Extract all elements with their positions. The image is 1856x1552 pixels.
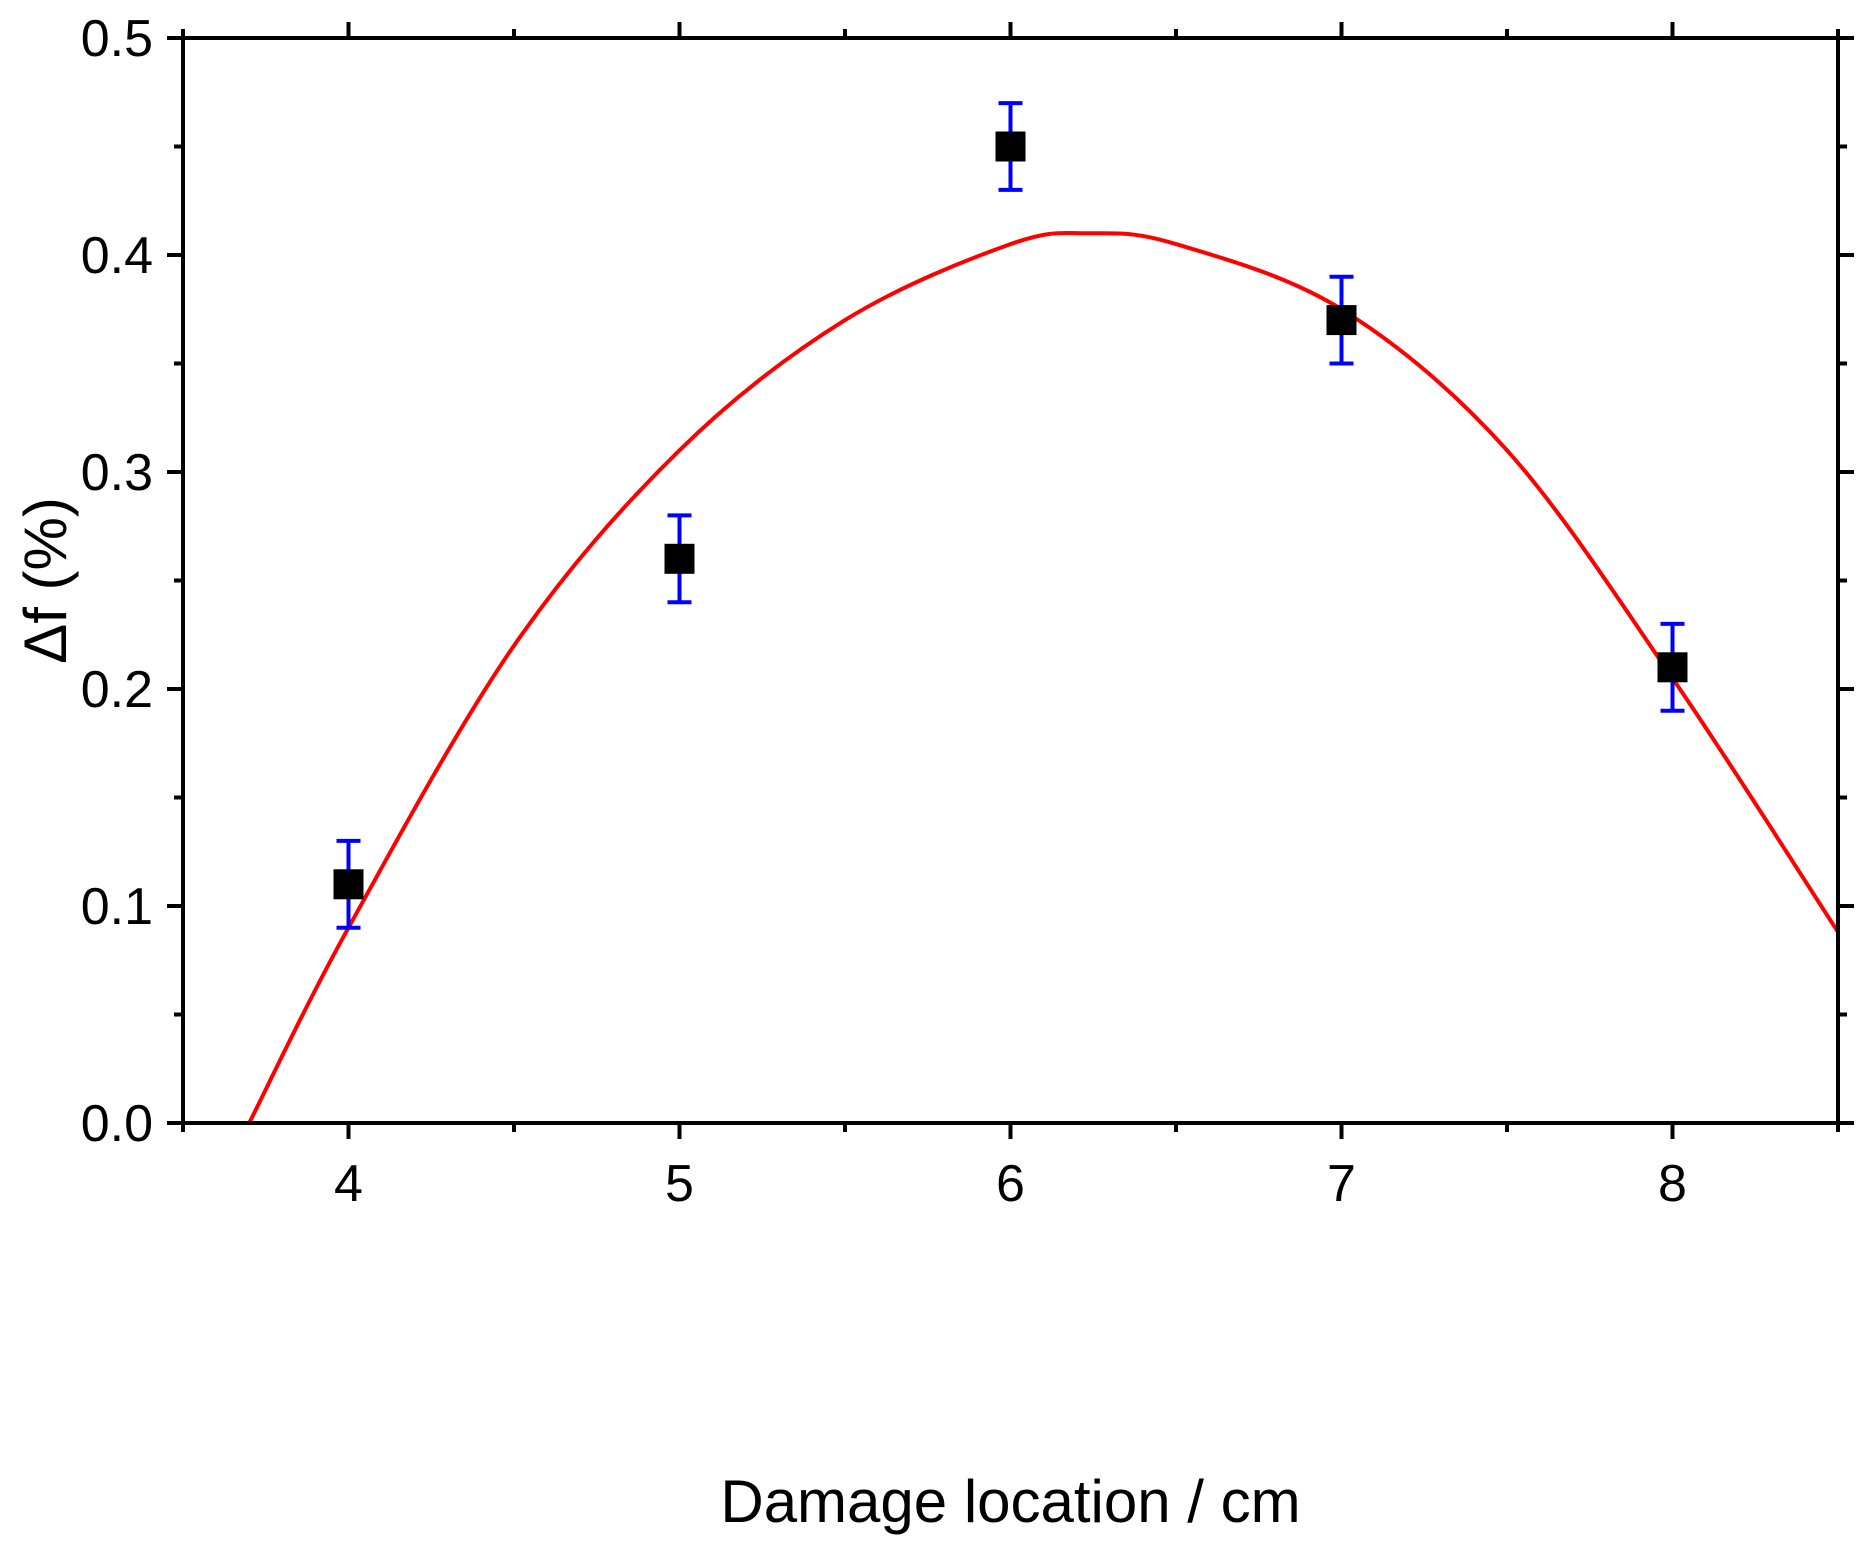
error-bars-layer: [336, 101, 1685, 930]
y-tick-label: 0.4: [81, 227, 153, 285]
y-tick-label: 0.0: [81, 1095, 153, 1153]
tick-labels-layer: 4 5 6 7 8 0.0 0.1 0.2 0.3 0.4 0.5: [81, 10, 1687, 1213]
x-tick-label: 8: [1658, 1155, 1687, 1213]
x-tick-label: 4: [334, 1155, 363, 1213]
x-tick-label: 5: [665, 1155, 694, 1213]
data-point: [664, 543, 695, 574]
x-tick-label: 6: [996, 1155, 1025, 1213]
x-axis-title: Damage location / cm: [720, 1468, 1300, 1535]
x-tick-label: 7: [1327, 1155, 1356, 1213]
y-tick-label: 0.1: [81, 878, 153, 936]
ticks-layer: [167, 22, 1854, 1139]
data-point: [995, 131, 1026, 162]
data-point: [333, 869, 364, 900]
y-axis-title: Δf (%): [12, 497, 79, 664]
y-tick-label: 0.3: [81, 444, 153, 502]
plot-frame: [181, 36, 1840, 1125]
data-point: [1657, 652, 1688, 683]
axes-layer: [181, 36, 1840, 1125]
data-point: [1326, 305, 1357, 336]
y-tick-label: 0.2: [81, 661, 153, 719]
fit-curve-layer: [247, 230, 1840, 1124]
fit-curve: [247, 230, 1840, 1124]
y-tick-label: 0.5: [81, 10, 153, 68]
markers-layer: [333, 131, 1688, 900]
